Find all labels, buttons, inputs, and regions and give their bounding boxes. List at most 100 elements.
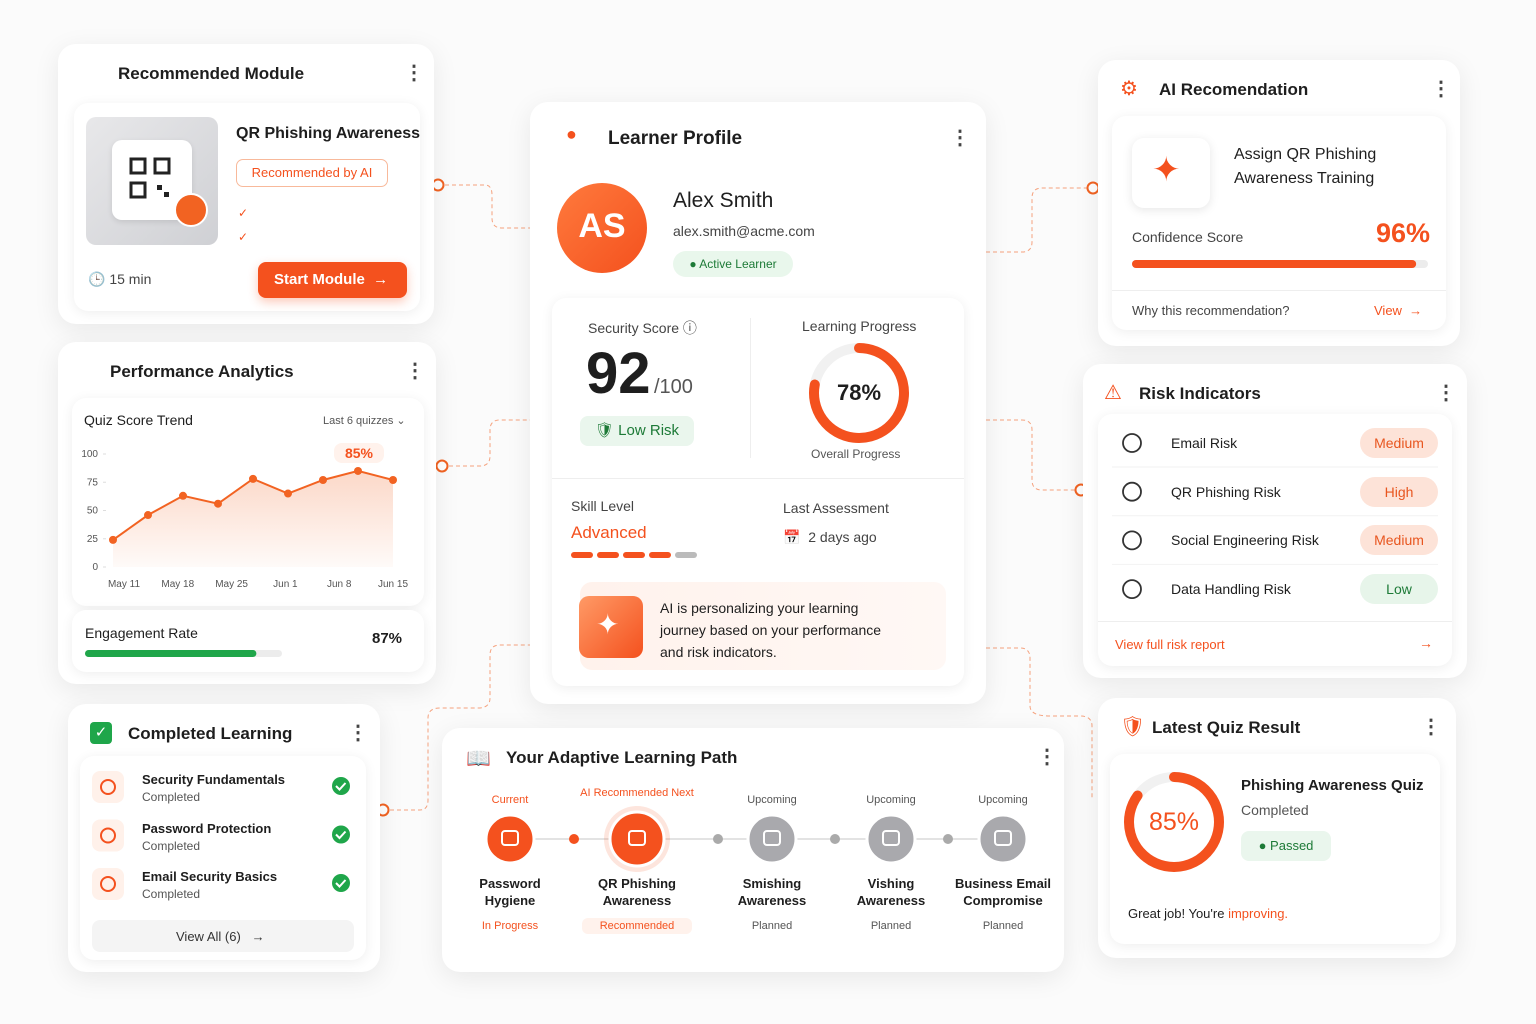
graphic (157, 185, 162, 190)
risk-name: QR Phishing Risk (1171, 483, 1281, 500)
menu[interactable]: ⋮ (950, 127, 970, 149)
progress-caption: Overall Progress (811, 447, 901, 461)
chart-title: Quiz Score Trend (84, 412, 193, 428)
chart-filter[interactable]: Last 6 quizzes ⌄ (323, 415, 406, 427)
menu[interactable]: ⋮ (1421, 716, 1441, 738)
ai-note: AI is personalizing your learning journe… (660, 600, 882, 660)
risk-pill: 🛡 Low Risk (580, 416, 694, 446)
step-name: Business Email Compromise (954, 876, 1052, 908)
progress-label: Learning Progress (802, 318, 917, 334)
graphic (129, 157, 171, 199)
risk-name: Data Handling Risk (1171, 581, 1291, 598)
graphic (164, 192, 169, 197)
status-text: Active Learner (699, 257, 777, 271)
step-tag: Upcoming (866, 794, 916, 806)
skill-value: Advanced (571, 523, 647, 542)
score-max: /100 (654, 376, 693, 398)
score-label: Security Score ⓘ (588, 320, 697, 336)
step-status: Planned (751, 920, 793, 932)
start-button[interactable] (258, 262, 407, 298)
shield-icon: 🛡 (1120, 716, 1146, 738)
divider (1112, 290, 1446, 291)
step-name: QR Phishing Awareness (598, 876, 676, 908)
user-icon: ● (566, 124, 577, 144)
filter-text[interactable]: Last 6 quizzes (323, 415, 394, 427)
warning-icon: ⚠ (1104, 382, 1122, 404)
connector (986, 187, 1092, 253)
connector (442, 419, 530, 467)
quiz-status: Completed (1241, 802, 1309, 818)
item-name: Password Protection (142, 820, 272, 836)
score-label-text: Security Score (588, 320, 680, 336)
progress-value: 78% (836, 380, 882, 405)
assessment-value: 📅 2 days ago (783, 529, 877, 545)
risk-text: Low Risk (618, 422, 680, 439)
avatar-initials: AS (578, 207, 626, 245)
item-status: Completed (142, 887, 201, 901)
graphic (129, 157, 147, 175)
sparkle-tile (579, 596, 643, 658)
connector (986, 419, 1080, 491)
step-status: Recommended (582, 918, 692, 934)
passed-pill: ● Passed (1241, 831, 1331, 861)
ai-badge: Recommended by AI (236, 159, 388, 187)
security-score: 92 (586, 341, 651, 406)
message-text: Great job! You're (1128, 906, 1225, 921)
graphic (129, 181, 147, 199)
panel (72, 610, 424, 672)
menu[interactable]: ⋮ (405, 360, 425, 382)
step-status: Planned (982, 920, 1024, 932)
user-email: alex.smith@acme.com (673, 223, 815, 239)
connector (383, 644, 530, 811)
sparkle-tile (1132, 138, 1210, 208)
card-title: Learner Profile (608, 128, 743, 149)
button-label[interactable]: Start Module → (274, 271, 389, 288)
sparkle-icon: ✦ (1152, 151, 1181, 189)
step-name: Vishing Awareness (856, 876, 926, 908)
step-status: Planned (870, 920, 912, 932)
menu[interactable]: ⋮ (1436, 382, 1456, 404)
qr-icon (129, 157, 171, 199)
recommendation: Assign QR Phishing Awareness Training (1234, 146, 1377, 187)
view-all-text[interactable]: View All (6) (176, 929, 241, 944)
view-link[interactable]: View → (1374, 303, 1423, 318)
card-title: Completed Learning (128, 724, 293, 743)
avatar (557, 183, 647, 273)
connector-node (1086, 181, 1100, 195)
risk-name: Social Engineering Risk (1171, 532, 1319, 549)
menu[interactable]: ⋮ (348, 722, 368, 744)
card-title: Recommended Module (118, 64, 305, 83)
step-tag: Upcoming (978, 794, 1028, 806)
confidence-value: 96% (1376, 218, 1431, 248)
view-all-button[interactable] (92, 920, 354, 952)
arrow[interactable]: → (1419, 635, 1433, 651)
engagement-value: 87% (372, 630, 403, 647)
risk-report-link[interactable]: View full risk report (1115, 637, 1225, 652)
menu[interactable]: ⋮ (404, 62, 424, 84)
connector (438, 184, 530, 229)
button-text[interactable]: Start Module (274, 271, 365, 288)
risk-level: Low (1360, 574, 1438, 605)
menu[interactable]: ⋮ (1037, 746, 1057, 768)
view-link-text[interactable]: View (1374, 303, 1402, 318)
why-text: Why this recommendation? (1132, 303, 1290, 318)
risk-name: Email Risk (1171, 435, 1238, 451)
step-status: In Progress (481, 920, 539, 932)
step-tag: Upcoming (747, 794, 797, 806)
message-highlight: improving. (1228, 906, 1289, 921)
view-all[interactable]: View All (6) → (176, 929, 265, 944)
divider (1098, 621, 1452, 622)
item-status: Completed (142, 838, 201, 853)
step-name: Smishing Awareness (737, 876, 807, 908)
card-title: Latest Quiz Result (1152, 718, 1301, 737)
connector-node (435, 459, 449, 473)
shield-badge (174, 193, 208, 227)
check-icon: ✓ (90, 722, 112, 744)
panel (72, 398, 424, 606)
reason: ✓ (238, 206, 251, 220)
connector (986, 647, 1093, 800)
confidence-label: Confidence Score (1132, 229, 1244, 245)
skill-label: Skill Level (571, 498, 635, 514)
menu[interactable]: ⋮ (1431, 78, 1451, 100)
